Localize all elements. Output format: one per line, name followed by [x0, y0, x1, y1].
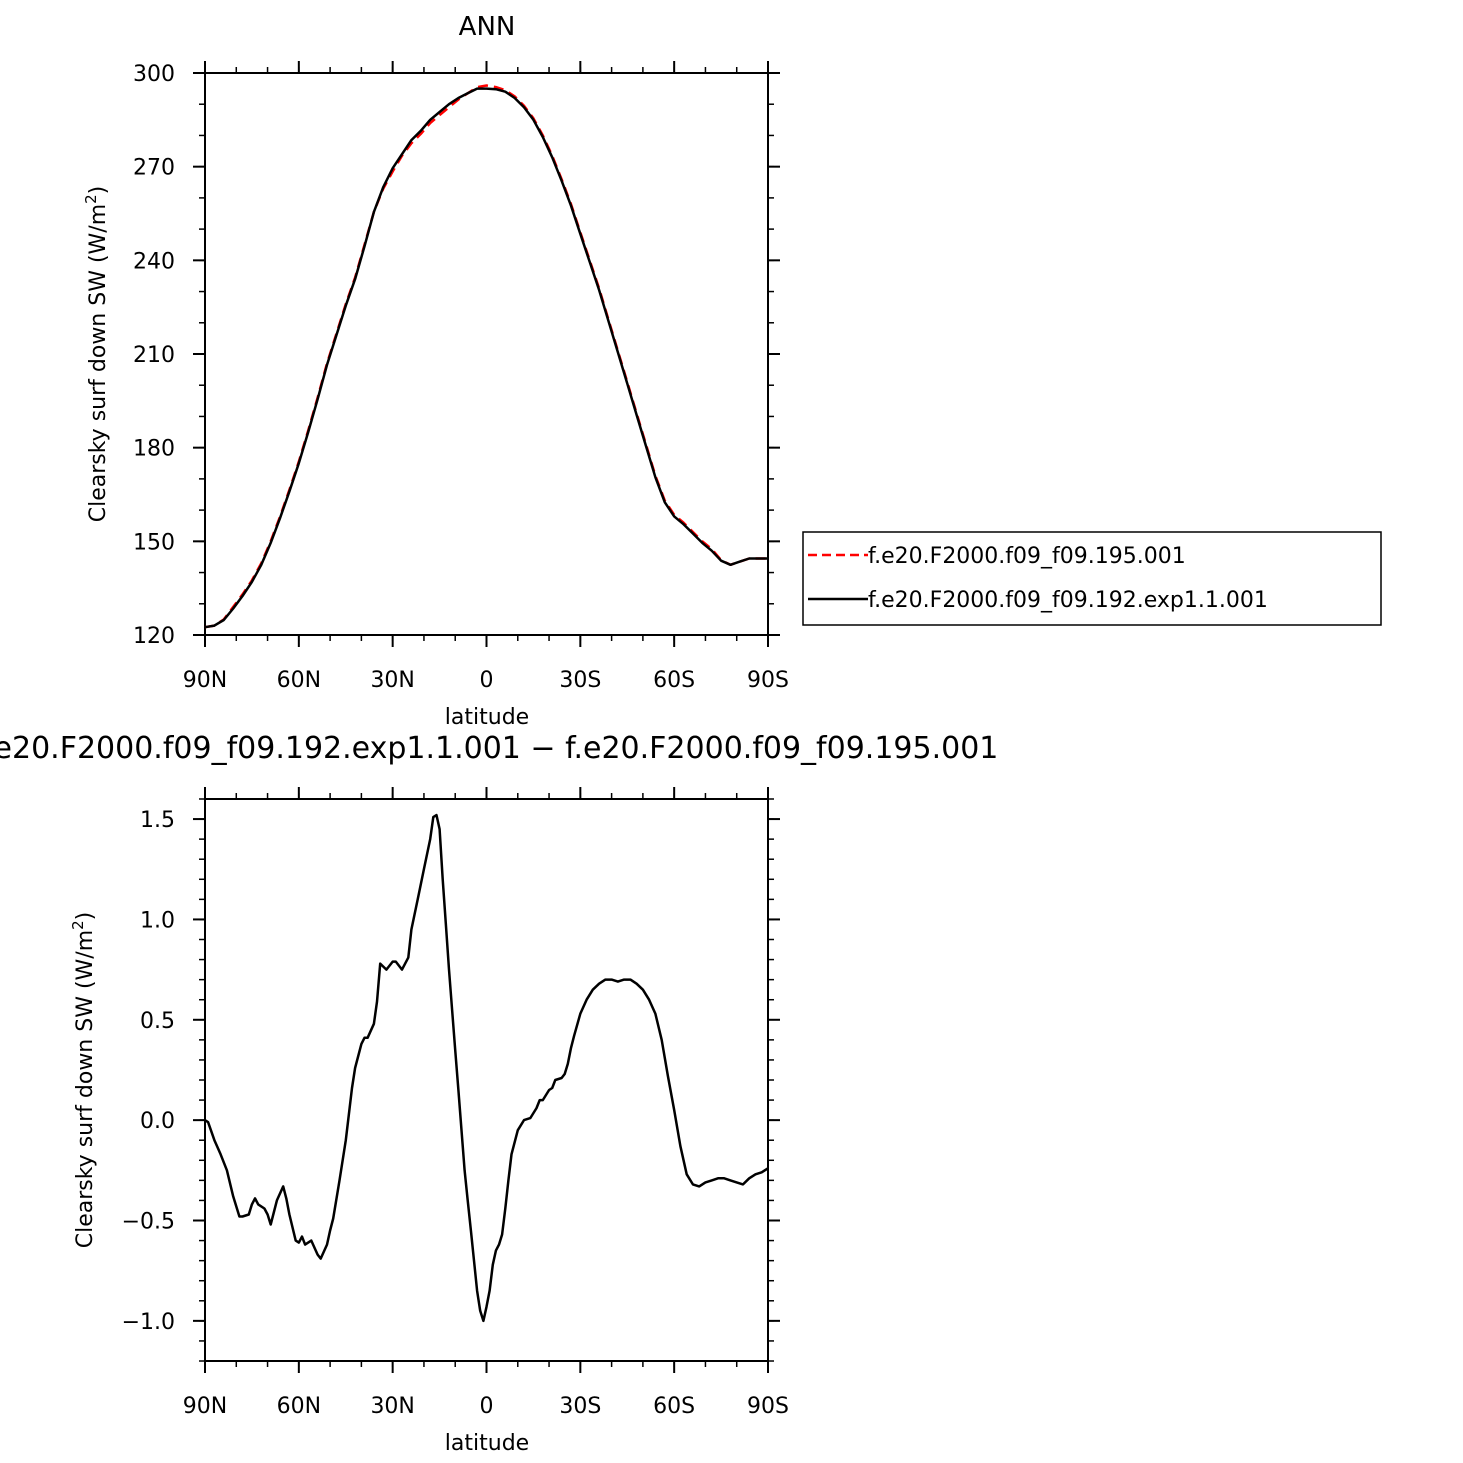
bottom-y-tick-label: 0.0 [140, 1109, 175, 1134]
top-panel: ANN 120 150 180 210 240 270 300 90N 60N 30N 0 30S 6… [82, 12, 789, 730]
bottom-y-axis-label-superscript: 2 [69, 920, 87, 930]
top-series-line-0 [204, 84, 768, 629]
bottom-panel: f.e20.F2000.f09_f09.192.exp1.1.001 − f.e… [0, 731, 998, 1456]
bottom-x-tick-label: 0 [480, 1394, 494, 1419]
bottom-y-axis-label-close: ) [73, 912, 98, 921]
bottom-x-tick-label: 90N [183, 1394, 227, 1419]
top-y-tick-label: 240 [133, 249, 175, 274]
bottom-y-tick-label: 1.5 [140, 808, 175, 833]
bottom-series-line-0 [204, 813, 769, 1323]
bottom-plot-frame [204, 798, 769, 1362]
top-plot-frame [204, 72, 769, 636]
top-y-axis-label: Clearsky surf down SW (W/m2) [82, 186, 111, 523]
top-x-tick-label: 30S [559, 668, 601, 693]
bottom-axis-ticks [193, 787, 780, 1373]
bottom-y-tick-label: −0.5 [122, 1210, 175, 1235]
bottom-y-axis-label: Clearsky surf down SW (W/m2) [69, 912, 98, 1249]
top-series-lines [204, 84, 768, 629]
top-x-tick-labels: 90N 60N 30N 0 30S 60S 90S [183, 668, 789, 693]
top-y-axis-label-main: Clearsky surf down SW (W/m [86, 204, 111, 522]
legend: f.e20.F2000.f09_f09.195.001 f.e20.F2000.… [802, 531, 1382, 626]
bottom-x-axis-label: latitude [445, 1431, 529, 1456]
top-series-line-1 [204, 87, 768, 629]
top-y-tick-label: 120 [133, 624, 175, 649]
top-y-axis-label-superscript: 2 [82, 194, 100, 204]
bottom-y-tick-labels: −1.0 −0.5 0.0 0.5 1.0 1.5 [122, 808, 175, 1335]
top-x-tick-label: 0 [480, 668, 494, 693]
bottom-x-tick-label: 60S [653, 1394, 695, 1419]
top-y-tick-label: 270 [133, 156, 175, 181]
top-x-axis-label: latitude [445, 705, 529, 730]
bottom-x-tick-label: 30S [559, 1394, 601, 1419]
top-x-tick-label: 90N [183, 668, 227, 693]
bottom-y-tick-label: −1.0 [122, 1310, 175, 1335]
bottom-x-tick-label: 60N [277, 1394, 321, 1419]
legend-box [802, 531, 1382, 626]
top-y-axis-label-close: ) [86, 186, 111, 195]
bottom-series-lines [204, 813, 769, 1323]
top-x-tick-label: 30N [370, 668, 414, 693]
top-x-tick-label: 60N [277, 668, 321, 693]
top-x-tick-label: 90S [747, 668, 789, 693]
bottom-x-tick-label: 30N [370, 1394, 414, 1419]
top-x-tick-label: 60S [653, 668, 695, 693]
top-axis-ticks [193, 61, 780, 647]
bottom-chart-title: f.e20.F2000.f09_f09.192.exp1.1.001 − f.e… [0, 731, 998, 766]
top-y-tick-label: 150 [133, 530, 175, 555]
bottom-x-tick-labels: 90N 60N 30N 0 30S 60S 90S [183, 1394, 789, 1419]
top-y-tick-label: 180 [133, 437, 175, 462]
top-y-tick-label: 300 [133, 62, 175, 87]
bottom-x-tick-label: 90S [747, 1394, 789, 1419]
legend-label-control: f.e20.F2000.f09_f09.195.001 [868, 544, 1186, 569]
top-y-tick-labels: 120 150 180 210 240 270 300 [133, 62, 175, 649]
bottom-y-tick-label: 1.0 [140, 908, 175, 933]
bottom-y-tick-label: 0.5 [140, 1009, 175, 1034]
top-chart-title: ANN [459, 12, 516, 42]
legend-label-test: f.e20.F2000.f09_f09.192.exp1.1.001 [868, 588, 1268, 613]
top-y-tick-label: 210 [133, 343, 175, 368]
bottom-y-axis-label-main: Clearsky surf down SW (W/m [73, 930, 98, 1248]
